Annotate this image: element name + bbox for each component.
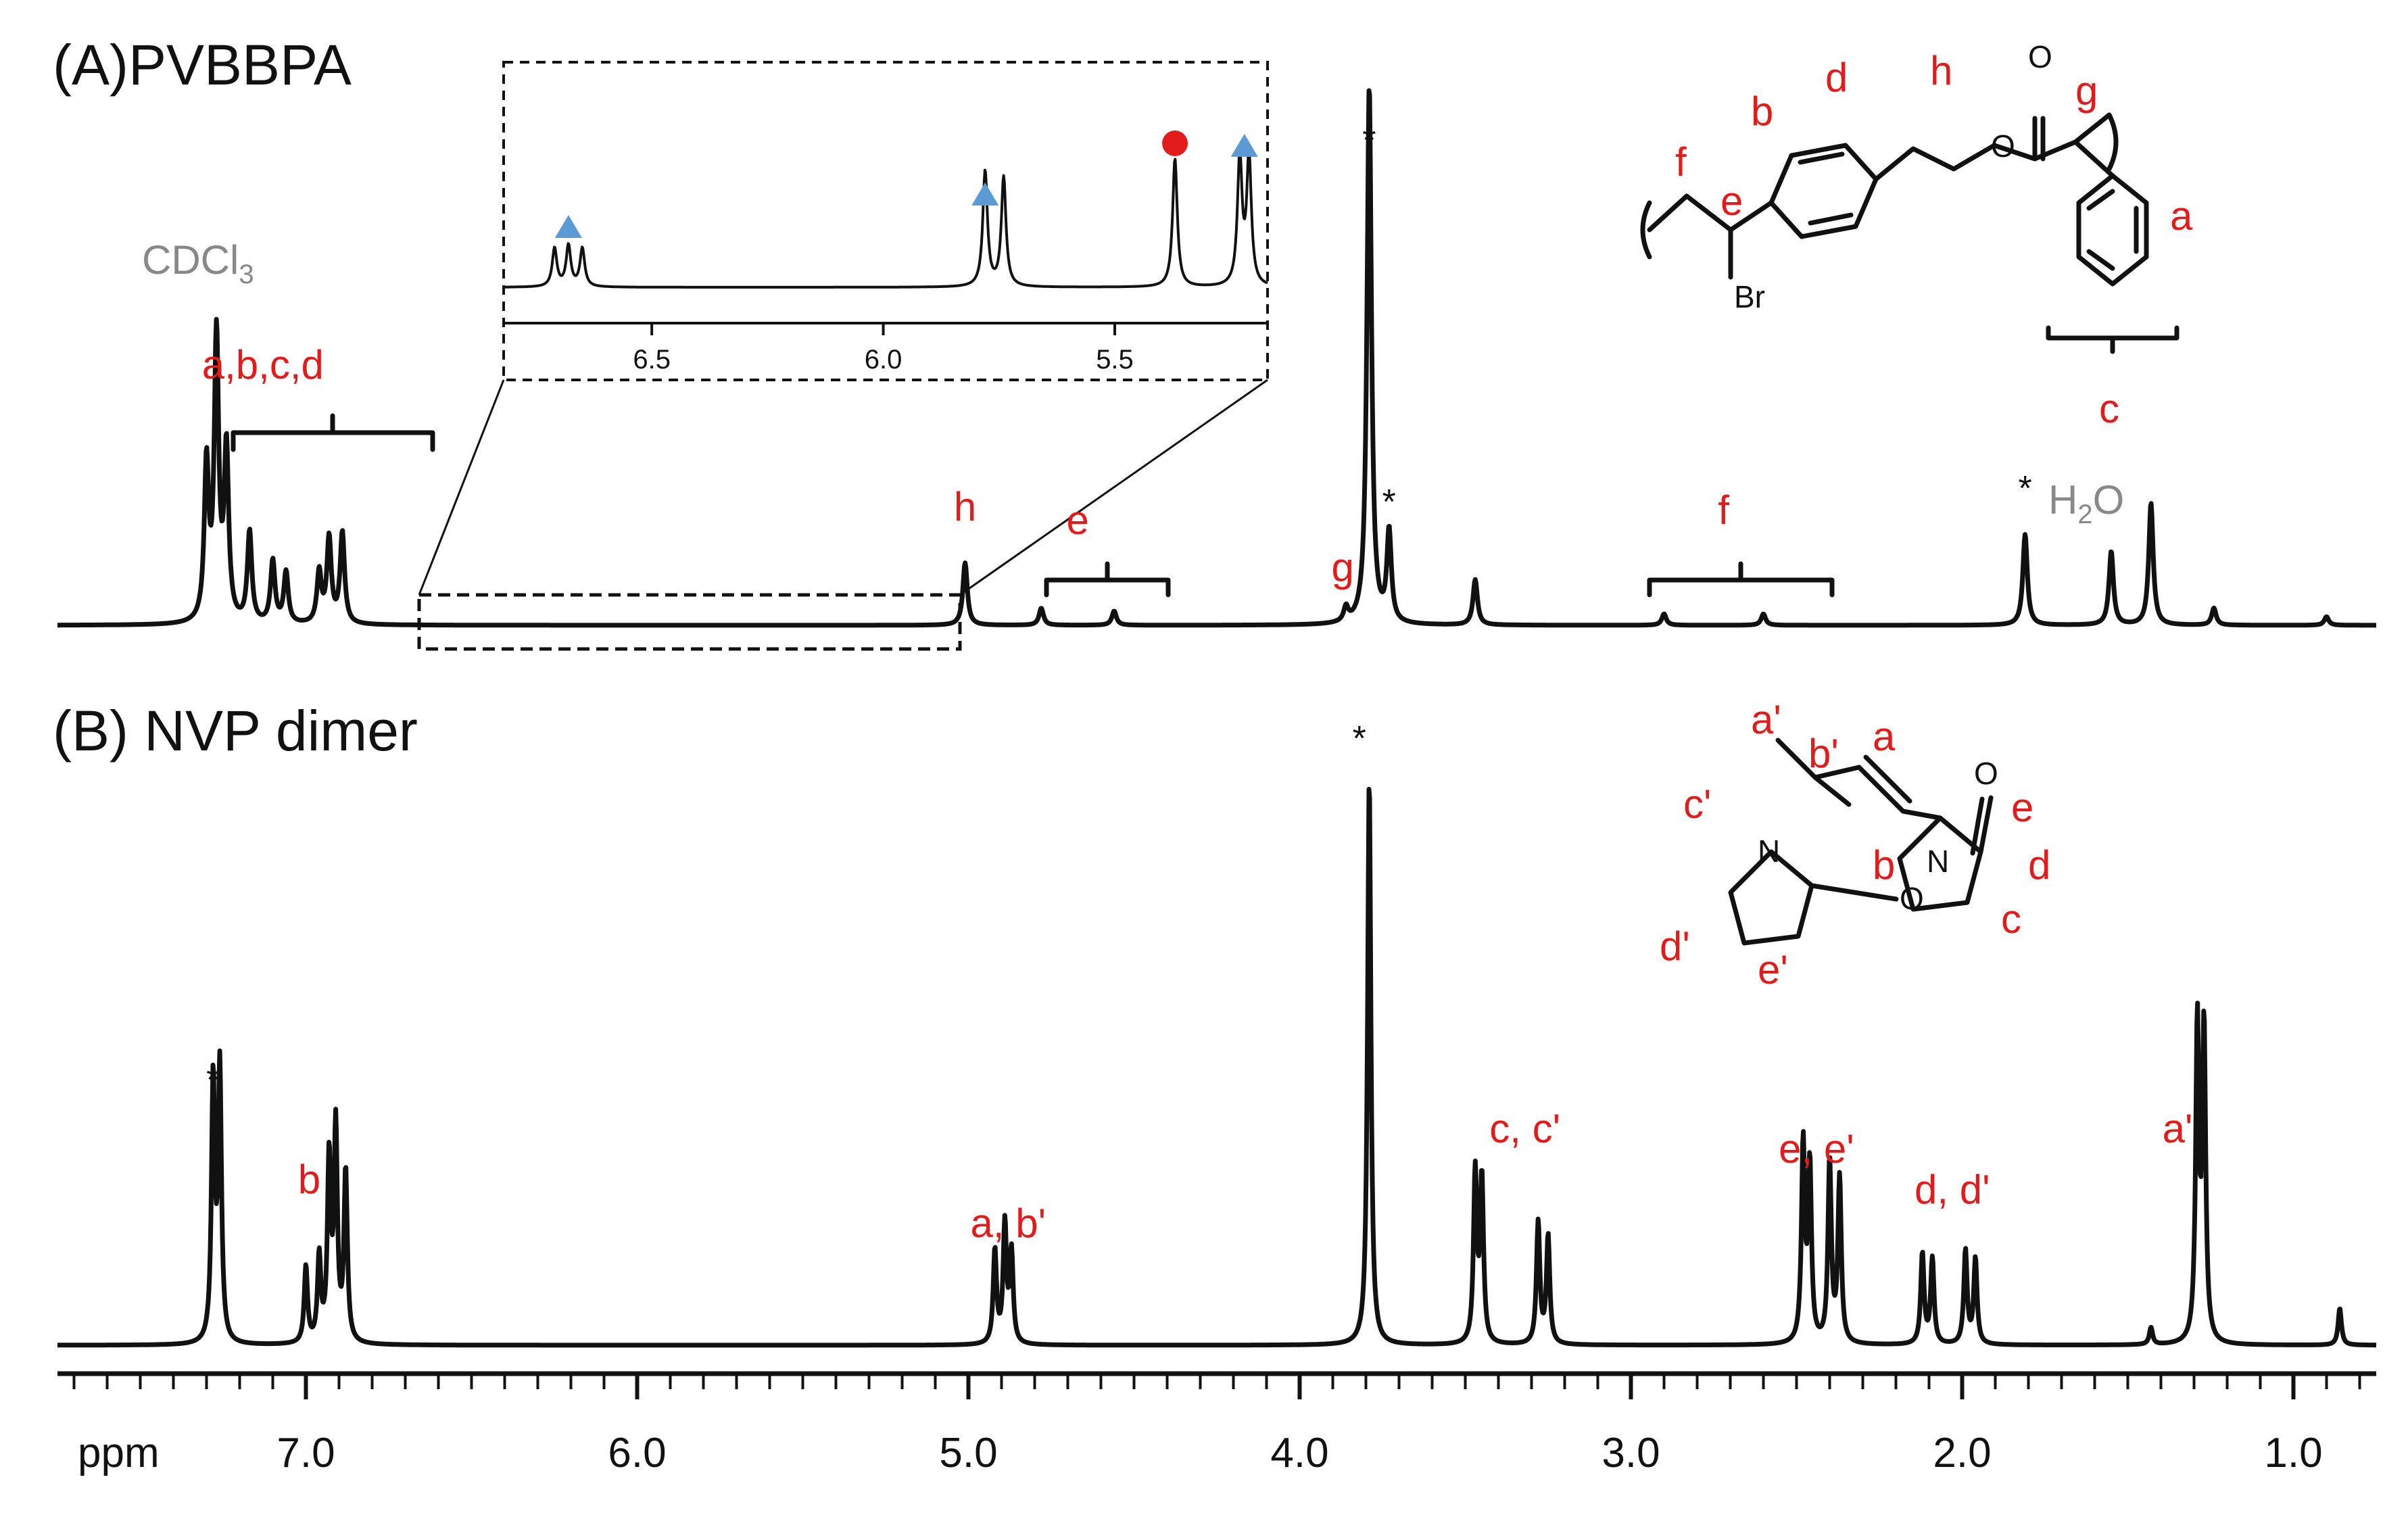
triangle-marker	[971, 183, 999, 206]
zoom-region-box	[417, 593, 962, 651]
svg-text:c': c'	[1683, 781, 1711, 827]
solvent-star: *	[2018, 469, 2031, 508]
svg-text:e: e	[2011, 785, 2033, 830]
svg-text:Br: Br	[1734, 279, 1765, 314]
peak-annotation-a: e	[1067, 498, 1089, 543]
peak-annotation-a: a,b,c,d	[202, 342, 324, 387]
structure-pvbbpa: Br O O f e b d h g a c	[1640, 39, 2193, 431]
peak-annotation-a: h	[954, 484, 976, 529]
svg-text:b': b'	[1808, 731, 1839, 776]
annotations-b: b a, b' c, c' e, e' d, d' a'	[298, 1106, 2193, 1246]
svg-text:d: d	[2028, 842, 2050, 888]
svg-text:e': e'	[1758, 947, 1788, 992]
x-tick-label: 4.0	[1270, 1430, 1328, 1476]
svg-text:O: O	[1974, 756, 1998, 791]
x-axis-unit: ppm	[78, 1430, 160, 1476]
inset-marks	[554, 130, 1258, 238]
bracket-abcd	[231, 413, 435, 452]
bracket-f	[1647, 561, 1835, 598]
peak-annotation-b: b	[298, 1157, 320, 1202]
h2o-label: H2O	[2048, 477, 2124, 529]
cdcl3-label: CDCl3	[142, 237, 254, 289]
svg-text:h: h	[1930, 48, 1952, 93]
spectrum-b-trace	[55, 787, 2378, 1348]
svg-text:c: c	[2001, 896, 2021, 942]
spectrum-a-trace	[55, 88, 2378, 628]
inset-tick-label: 5.5	[1096, 345, 1134, 375]
peak-annotation-b: c, c'	[1489, 1106, 1560, 1151]
svg-text:O: O	[1991, 128, 2015, 164]
triangle-marker	[1230, 134, 1258, 157]
inset-trace	[503, 146, 1268, 289]
peak-annotation-b: a'	[2163, 1106, 2193, 1151]
svg-text:c: c	[2099, 386, 2119, 431]
bracket-e	[1044, 561, 1171, 598]
annotations-a: a,b,c,d h e g f	[202, 342, 1730, 590]
x-tick-label: 1.0	[2264, 1430, 2322, 1476]
svg-text:d: d	[1825, 55, 1848, 100]
svg-text:N: N	[1927, 844, 1949, 879]
svg-text:f: f	[1675, 139, 1687, 185]
inset-ticks: 6.5 6.0 5.5	[633, 323, 1134, 375]
x-tick-label: 7.0	[276, 1430, 335, 1476]
panel-a-title: (A)PVBBPA	[53, 33, 352, 97]
peak-annotation-b: e, e'	[1779, 1126, 1854, 1172]
svg-text:a: a	[2170, 193, 2193, 239]
x-tick-label: 6.0	[608, 1430, 666, 1476]
zoom-connector-right	[959, 379, 1268, 596]
svg-text:O: O	[1900, 881, 1924, 916]
inset-box	[502, 61, 1269, 381]
circle-marker	[1162, 130, 1188, 156]
solvent-star: *	[206, 1061, 220, 1100]
solvent-star: *	[1353, 719, 1366, 758]
inset-tick-label: 6.0	[865, 345, 902, 375]
svg-text:N: N	[1758, 834, 1780, 869]
x-tick-label: 3.0	[1602, 1430, 1660, 1476]
panel-b-title: (B) NVP dimer	[53, 699, 418, 763]
peak-annotation-a: g	[1332, 545, 1354, 590]
svg-text:b: b	[1751, 89, 1773, 134]
svg-text:d': d'	[1660, 923, 1690, 969]
solvent-star: *	[1362, 121, 1376, 160]
peak-annotation-a: f	[1718, 487, 1729, 533]
x-tick-label: 2.0	[1933, 1430, 1991, 1476]
peak-annotation-b: d, d'	[1915, 1167, 1990, 1212]
solvent-star: *	[1382, 483, 1396, 522]
structure-nvp-dimer: N N O O a' b' a b c' d' e' c d e	[1660, 697, 2050, 992]
svg-text:b: b	[1873, 842, 1895, 888]
triangle-marker	[554, 215, 582, 238]
star-markers: * * * * *	[206, 121, 2032, 1100]
inset-tick-label: 6.5	[633, 345, 671, 375]
svg-text:a': a'	[1751, 697, 1781, 742]
svg-text:e: e	[1720, 178, 1743, 224]
svg-text:g: g	[2075, 68, 2098, 114]
zoom-connector-left	[418, 379, 505, 596]
svg-text:O: O	[2028, 39, 2052, 74]
x-axis-ticks: 7.0 6.0 5.0 4.0 3.0 2.0 1.0	[72, 1374, 2361, 1476]
svg-text:a: a	[1873, 714, 1896, 759]
peak-annotation-b: a, b'	[971, 1201, 1046, 1246]
x-tick-label: 5.0	[939, 1430, 997, 1476]
